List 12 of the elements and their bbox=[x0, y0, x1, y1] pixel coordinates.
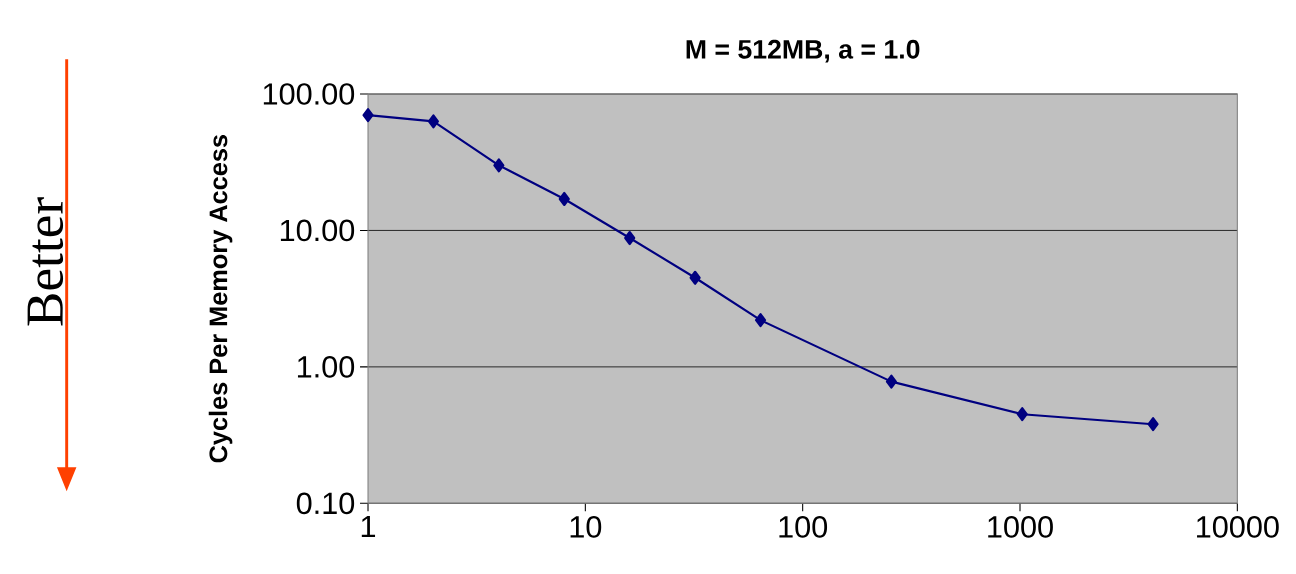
x-tick-label: 1 bbox=[361, 516, 376, 538]
y-axis-title: Cycles Per Memory Access bbox=[208, 135, 233, 463]
x-tick-label: 10 bbox=[570, 516, 602, 538]
x-tick-label: 100 bbox=[779, 516, 828, 538]
chart-title: M = 512MB, a = 1.0 bbox=[686, 39, 920, 63]
x-tick-label: 1000 bbox=[988, 516, 1053, 538]
y-tick-label: 100.00 bbox=[263, 83, 355, 105]
y-tick-label: 10.00 bbox=[280, 219, 355, 242]
text: Better bbox=[27, 197, 64, 326]
y-tick-label: 0.10 bbox=[296, 492, 355, 515]
x-tick-label: 10000 bbox=[1197, 516, 1279, 538]
y-tick-label: 1.00 bbox=[297, 356, 355, 378]
